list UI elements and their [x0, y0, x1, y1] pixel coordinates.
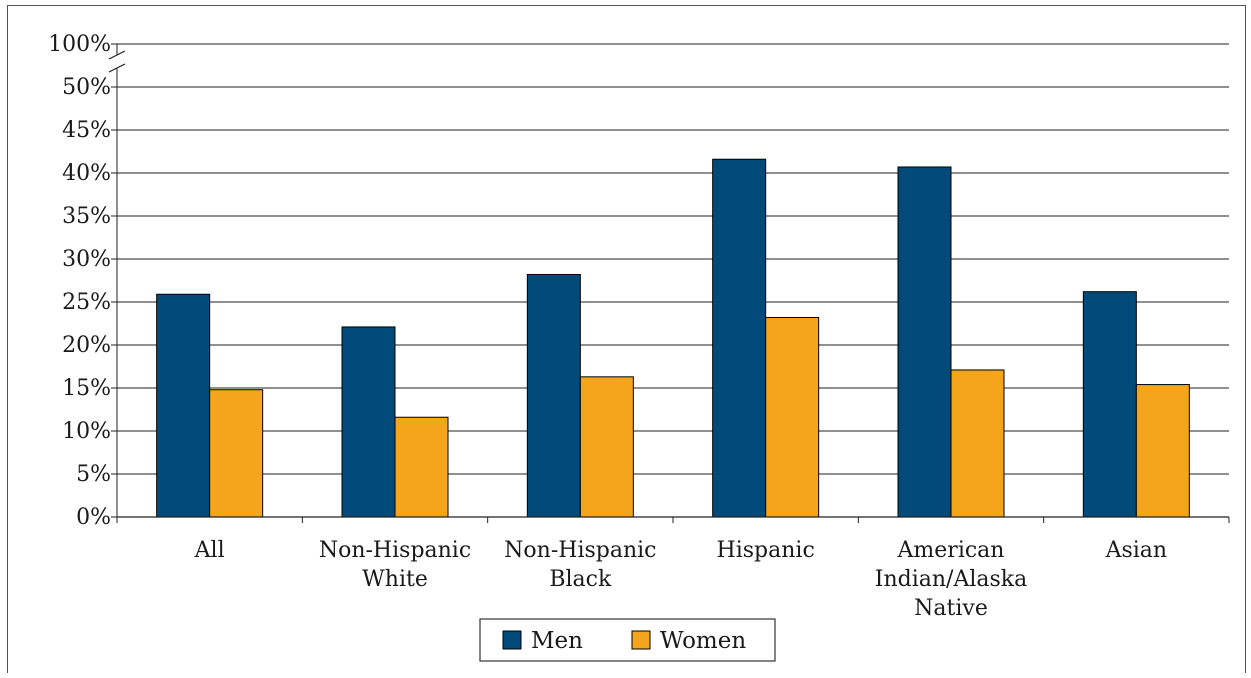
bar-women	[1135, 384, 1190, 518]
legend-box	[479, 618, 776, 662]
category-label: All	[194, 538, 225, 563]
bar-men	[341, 326, 396, 518]
category-label: American	[897, 538, 1005, 563]
y-tick-label: 5%	[76, 462, 111, 487]
legend: Men Women	[479, 618, 776, 662]
category-label: Non-Hispanic	[319, 538, 471, 563]
category-label: Non-Hispanic	[504, 538, 656, 563]
bar-men	[897, 166, 952, 518]
legend-label-men: Men	[531, 628, 583, 654]
bar-women	[579, 376, 634, 518]
y-tick-label: 30%	[62, 247, 111, 272]
category-label: Native	[914, 596, 988, 621]
category-label: Asian	[1105, 538, 1168, 563]
axis-break-mark	[108, 63, 126, 73]
bar-men	[1082, 291, 1137, 518]
chart-frame	[7, 5, 1246, 673]
bar-women	[950, 369, 1005, 518]
category-label: White	[362, 567, 428, 592]
legend-label-women: Women	[660, 628, 746, 654]
y-tick-label: 0%	[76, 505, 111, 530]
y-tick-label: 35%	[62, 204, 111, 229]
gridlines	[117, 43, 1229, 518]
y-tick-labels: 0% 5% 10% 15% 20% 25% 30% 35% 40% 45% 50% 100%	[48, 32, 111, 530]
y-tick-label: 50%	[62, 75, 111, 100]
y-tick-label: 25%	[62, 290, 111, 315]
y-tick-label: 40%	[62, 161, 111, 186]
y-tick-label: 10%	[62, 419, 111, 444]
legend-swatch-women	[631, 630, 651, 650]
axes	[108, 43, 1230, 523]
bars	[156, 158, 1190, 518]
axis-break-mark	[108, 50, 126, 60]
category-labels: All Non-Hispanic White Non-Hispanic Black His…	[194, 538, 1167, 621]
category-label: Indian/Alaska	[875, 567, 1027, 592]
bar-men	[156, 293, 211, 518]
bar-women	[765, 316, 820, 518]
y-tick-label: 20%	[62, 333, 111, 358]
category-label: Hispanic	[717, 538, 815, 563]
bar-men	[712, 158, 767, 518]
y-tick-label-top: 100%	[48, 32, 111, 57]
bar-women	[394, 416, 449, 518]
bar-men	[526, 273, 581, 518]
legend-swatch-men	[502, 630, 522, 650]
y-tick-label: 45%	[62, 118, 111, 143]
bar-women	[209, 389, 264, 518]
y-tick-label: 15%	[62, 376, 111, 401]
category-label: Black	[549, 567, 612, 592]
